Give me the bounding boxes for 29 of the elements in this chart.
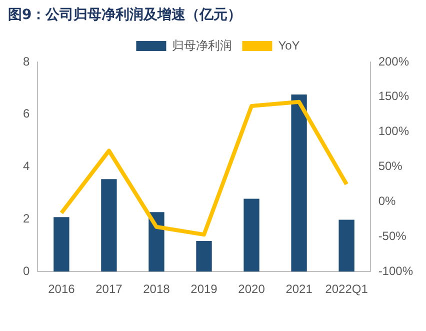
y-tick-label: 8 [22, 54, 30, 68]
bar [54, 217, 70, 272]
y-tick-label: 4 [22, 159, 30, 174]
bar [291, 94, 307, 272]
y2-tick-label: -50% [378, 228, 407, 243]
y-tick-label: 0 [22, 264, 30, 278]
y-tick-label: 2 [22, 212, 30, 226]
bar [101, 179, 117, 272]
x-tick-label: 2020 [238, 282, 266, 296]
bar [338, 220, 354, 272]
y2-tick-label: 100% [378, 124, 410, 138]
y2-tick-label: 150% [378, 89, 410, 104]
chart-title: 图9：公司归母净利润及增速（亿元） [8, 6, 242, 24]
legend-label: YoY [278, 38, 300, 52]
x-tick-label: 2016 [48, 282, 76, 296]
y2-tick-label: 0% [378, 194, 396, 208]
x-tick-label: 2022Q1 [325, 282, 368, 296]
bar [244, 198, 260, 272]
y2-tick-label: 50% [378, 159, 403, 174]
x-tick-label: 2021 [286, 282, 313, 296]
y2-tick-label: 200% [378, 54, 410, 68]
bar [148, 212, 164, 272]
y-tick-label: 6 [22, 106, 30, 121]
y2-tick-label: -100% [378, 264, 414, 278]
x-tick-label: 2019 [190, 282, 218, 296]
x-tick-label: 2018 [143, 282, 170, 296]
bar [196, 240, 212, 272]
x-tick-label: 2017 [96, 282, 123, 296]
legend-label: 归母净利润 [172, 38, 232, 52]
